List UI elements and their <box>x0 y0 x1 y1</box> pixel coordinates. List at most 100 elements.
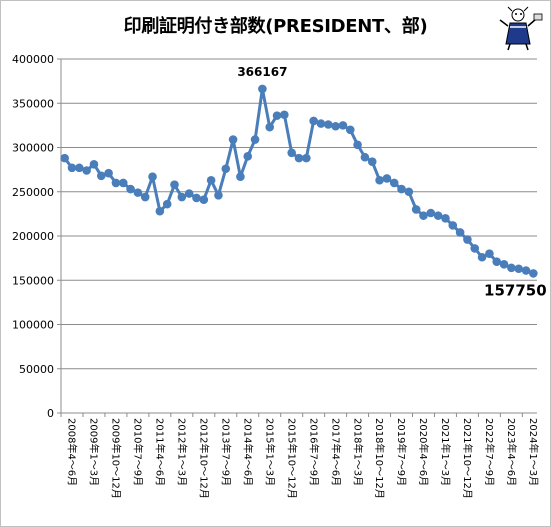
x-axis-ticks: 2008年4～6月 2009年1～3月 2009年10～12月 2010年7～9月 20… <box>66 418 540 499</box>
data-point <box>441 214 450 223</box>
y-tick-label: 0 <box>47 407 54 420</box>
data-label: 157750 <box>484 281 547 299</box>
y-tick-label: 250000 <box>12 186 54 199</box>
data-point <box>367 157 377 166</box>
gridlines <box>61 58 537 370</box>
x-tick-label: 2019年7～9月 <box>395 418 408 486</box>
x-tick-label: 2009年1～3月 <box>88 418 101 486</box>
data-point <box>294 153 304 163</box>
data-point <box>375 175 384 185</box>
x-tick-label: 2017年4～6月 <box>329 418 342 486</box>
data-point <box>192 193 201 203</box>
series-line <box>63 87 534 275</box>
data-point <box>323 120 333 129</box>
x-tick-label: 2015年1～3月 <box>263 418 276 486</box>
data-point <box>280 110 289 120</box>
data-point <box>360 152 370 162</box>
data-point <box>265 122 275 132</box>
series-line-path <box>63 87 534 275</box>
data-point <box>470 244 480 253</box>
data-point <box>411 205 421 214</box>
y-tick-label: 200000 <box>12 230 54 243</box>
data-point <box>236 172 245 182</box>
data-point <box>353 140 362 150</box>
data-point <box>521 266 531 275</box>
data-point <box>389 178 399 188</box>
data-point <box>316 119 326 128</box>
y-tick-label: 400000 <box>12 53 54 66</box>
x-tick-label: 2016年7～9月 <box>307 418 320 486</box>
data-point <box>448 221 458 230</box>
x-tick-label: 2018年1～3月 <box>351 418 364 486</box>
data-point <box>529 269 538 278</box>
data-point <box>382 174 392 183</box>
x-tick-label: 2012年10～12月 <box>197 418 210 499</box>
y-tick-label: 300000 <box>12 142 54 155</box>
data-point <box>170 180 179 189</box>
data-point <box>309 116 318 126</box>
x-tick-label: 2021年10～12月 <box>461 418 474 499</box>
data-point <box>162 199 172 209</box>
data-point <box>243 152 253 161</box>
data-point <box>60 153 69 163</box>
x-tick-label: 2013年7～9月 <box>219 418 232 486</box>
data-point <box>455 228 465 237</box>
data-point <box>426 208 436 218</box>
data-point <box>477 252 487 262</box>
x-tick-label: 2021年1～3月 <box>439 418 452 486</box>
data-point <box>111 178 121 188</box>
data-point <box>302 153 311 163</box>
data-point <box>155 206 165 216</box>
data-point <box>228 135 238 144</box>
data-point <box>104 168 113 178</box>
data-point <box>89 160 99 169</box>
x-tick-label: 2024年1～3月 <box>527 418 540 486</box>
data-point <box>140 192 150 202</box>
data-point <box>507 263 516 273</box>
x-tick-label: 2008年4～6月 <box>66 418 79 486</box>
data-point <box>499 260 509 269</box>
x-tick-label: 2018年10～12月 <box>373 418 386 499</box>
data-point <box>75 163 84 173</box>
data-point <box>397 184 406 194</box>
data-point <box>82 166 91 175</box>
x-tick-label: 2011年4～6月 <box>154 418 167 486</box>
data-point <box>126 184 135 194</box>
series-points <box>60 84 538 278</box>
x-tick-label: 2010年7～9月 <box>132 418 145 486</box>
x-tick-label: 2012年1～3月 <box>176 418 189 486</box>
x-tick-label: 2022年7～9月 <box>483 418 496 486</box>
data-point <box>214 190 223 200</box>
data-point <box>250 135 260 144</box>
data-point <box>404 187 414 197</box>
data-point <box>419 211 428 220</box>
data-point <box>433 211 443 220</box>
x-tick-label: 2015年10～12月 <box>285 418 298 499</box>
data-point <box>463 235 472 244</box>
data-point <box>485 249 494 258</box>
data-point <box>199 195 209 205</box>
data-point <box>118 178 128 188</box>
y-tick-label: 150000 <box>12 274 54 287</box>
data-point <box>514 264 523 274</box>
data-point <box>177 192 187 202</box>
data-point <box>492 257 502 266</box>
data-point <box>206 175 216 185</box>
data-point <box>345 125 355 135</box>
y-tick-label: 350000 <box>12 97 54 110</box>
axes <box>57 58 537 417</box>
data-point <box>221 164 231 174</box>
y-axis-ticks: 0 50000 100000 150000 200000 250000 300000 3500… <box>12 53 54 420</box>
data-point <box>184 189 194 198</box>
data-point <box>96 171 106 181</box>
chart-title: 印刷証明付き部数(PRESIDENT、部) <box>123 16 428 37</box>
data-point <box>287 148 296 158</box>
data-point <box>133 188 143 197</box>
y-tick-label: 100000 <box>12 319 54 332</box>
data-point <box>148 172 157 182</box>
x-tick-label: 2020年4～6月 <box>417 418 430 486</box>
mascot-icon <box>499 6 543 51</box>
data-point <box>67 163 77 173</box>
